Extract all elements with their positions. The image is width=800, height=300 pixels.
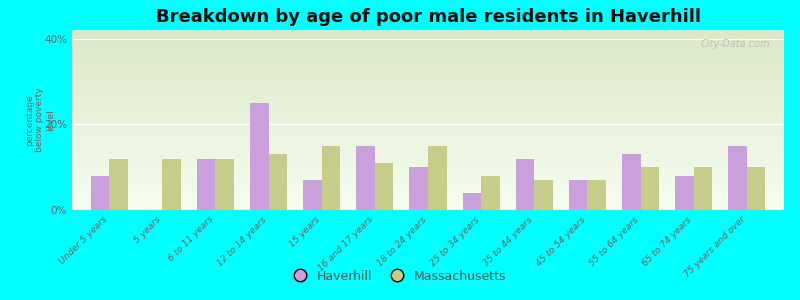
Bar	[428, 146, 446, 210]
Bar	[375, 163, 394, 210]
Text: City-Data.com: City-Data.com	[700, 39, 770, 49]
Bar	[534, 180, 553, 210]
Bar	[462, 193, 481, 210]
Bar	[675, 176, 694, 210]
Bar	[269, 154, 287, 210]
Bar	[587, 180, 606, 210]
Bar	[481, 176, 500, 210]
Bar	[322, 146, 340, 210]
Bar	[197, 159, 215, 210]
Bar	[728, 146, 747, 210]
Bar	[569, 180, 587, 210]
Bar	[250, 103, 269, 210]
Bar	[215, 159, 234, 210]
Bar	[641, 167, 659, 210]
Bar	[109, 159, 128, 210]
Bar	[90, 176, 109, 210]
Bar	[162, 159, 181, 210]
Bar	[516, 159, 534, 210]
Bar	[410, 167, 428, 210]
Bar	[356, 146, 375, 210]
Legend: Haverhill, Massachusetts: Haverhill, Massachusetts	[289, 265, 511, 288]
Title: Breakdown by age of poor male residents in Haverhill: Breakdown by age of poor male residents …	[155, 8, 701, 26]
Bar	[622, 154, 641, 210]
Bar	[303, 180, 322, 210]
Bar	[694, 167, 712, 210]
Bar	[747, 167, 766, 210]
Y-axis label: percentage
below poverty
level: percentage below poverty level	[25, 88, 55, 152]
